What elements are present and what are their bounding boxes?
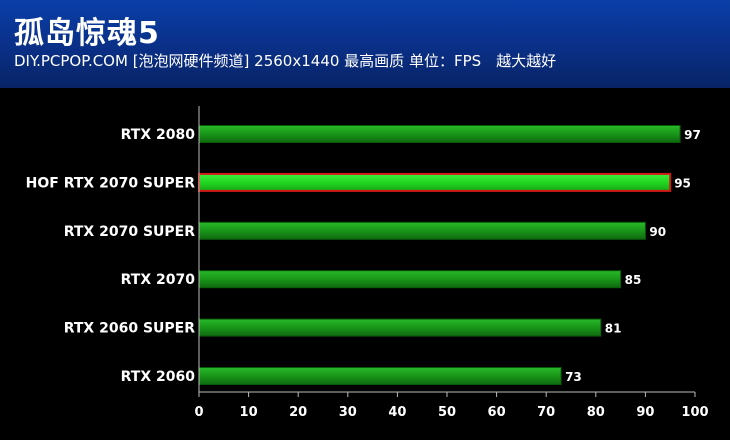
bar [198,270,622,289]
x-tick-label: 50 [438,405,456,420]
chart-header: 孤岛惊魂5 DIY.PCPOP.COM [泡泡网硬件频道] 2560x1440 … [0,0,730,88]
data-label: 97 [684,128,701,142]
chart-subtitle: DIY.PCPOP.COM [泡泡网硬件频道] 2560x1440 最高画质 单… [14,52,557,70]
data-label: 85 [625,273,642,287]
x-tick-label: 40 [388,405,406,420]
bar [198,318,602,337]
category-label: RTX 2070 SUPER [64,224,195,240]
x-tick-label: 100 [681,405,708,420]
x-tick-label: 60 [488,405,506,420]
data-label: 73 [565,370,582,384]
x-tick-label: 90 [636,405,654,420]
bar [198,221,646,240]
bar [198,125,681,143]
x-tick-label: 0 [194,405,203,420]
x-tick-label: 70 [537,405,555,420]
data-label: 95 [674,176,691,190]
chart-title: 孤岛惊魂5 [14,16,160,51]
category-label: RTX 2060 SUPER [64,321,195,337]
category-label: RTX 2060 [121,369,196,385]
x-tick-label: 20 [289,405,307,420]
category-label: RTX 2070 [121,272,196,288]
x-axis: 0 10 20 30 40 50 60 70 80 90 100 [194,106,709,420]
bar [198,367,562,385]
bar-highlighted [198,172,672,192]
data-label: 90 [649,225,666,239]
category-label: RTX 2080 [121,127,196,143]
bars-layer: RTX 2080 97 HOF RTX 2070 SUPER 95 RTX 2070 S… [26,125,701,385]
data-label: 81 [605,322,622,336]
category-label: HOF RTX 2070 SUPER [26,175,196,191]
bar-chart: RTX 2080 97 HOF RTX 2070 SUPER 95 RTX 2070 S… [26,106,709,420]
x-tick-label: 10 [240,405,258,420]
x-tick-label: 80 [587,405,605,420]
x-tick-label: 30 [339,405,357,420]
